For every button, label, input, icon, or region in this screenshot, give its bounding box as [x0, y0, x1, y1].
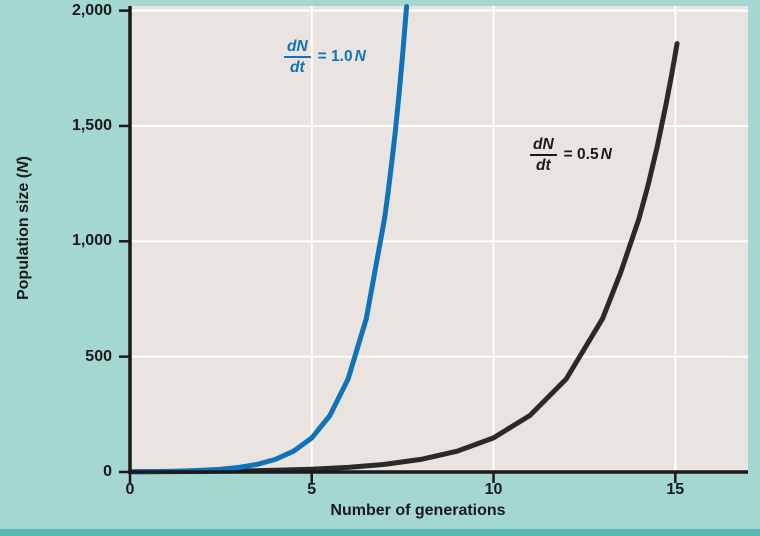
derivative-fraction: dN dt — [530, 136, 557, 174]
equation-coefficient: = 0.5 — [563, 146, 599, 164]
plot-area — [130, 6, 748, 472]
y-tick-label: 500 — [85, 347, 112, 365]
fraction-numerator: dN — [284, 38, 311, 59]
y-tick-label: 2,000 — [71, 1, 112, 19]
x-tick-label: 0 — [125, 481, 135, 498]
equation-variable: N — [354, 48, 366, 66]
fraction-denominator: dt — [536, 157, 551, 175]
y-tick-label: 0 — [103, 463, 112, 480]
fraction-numerator: dN — [530, 136, 557, 157]
equation-right-side: = 1.0 N — [318, 48, 366, 66]
bottom-border-bar — [0, 529, 760, 536]
y-tick-label: 1,000 — [71, 232, 112, 250]
equation-variable: N — [600, 146, 612, 164]
y-tick-label: 1,500 — [71, 116, 112, 134]
equation-right-side: = 0.5 N — [564, 146, 612, 164]
y-axis-title-prefix: Population size ( — [15, 172, 32, 301]
curve-label-growth-rate-0.5: dN dt = 0.5 N — [530, 136, 612, 174]
x-tick-label: 15 — [666, 481, 685, 498]
x-tick-label: 10 — [484, 481, 503, 498]
curve-label-growth-rate-1.0: dN dt = 1.0 N — [284, 38, 366, 76]
fraction-denominator: dt — [290, 59, 305, 77]
x-tick-label: 5 — [307, 481, 317, 498]
y-axis-title: Population size (N) — [15, 156, 33, 300]
y-axis-title-suffix: ) — [15, 155, 32, 162]
x-axis-title: Number of generations — [330, 502, 506, 519]
y-axis-title-variable: N — [15, 161, 32, 173]
equation-coefficient: = 1.0 — [317, 48, 353, 66]
derivative-fraction: dN dt — [284, 38, 311, 76]
